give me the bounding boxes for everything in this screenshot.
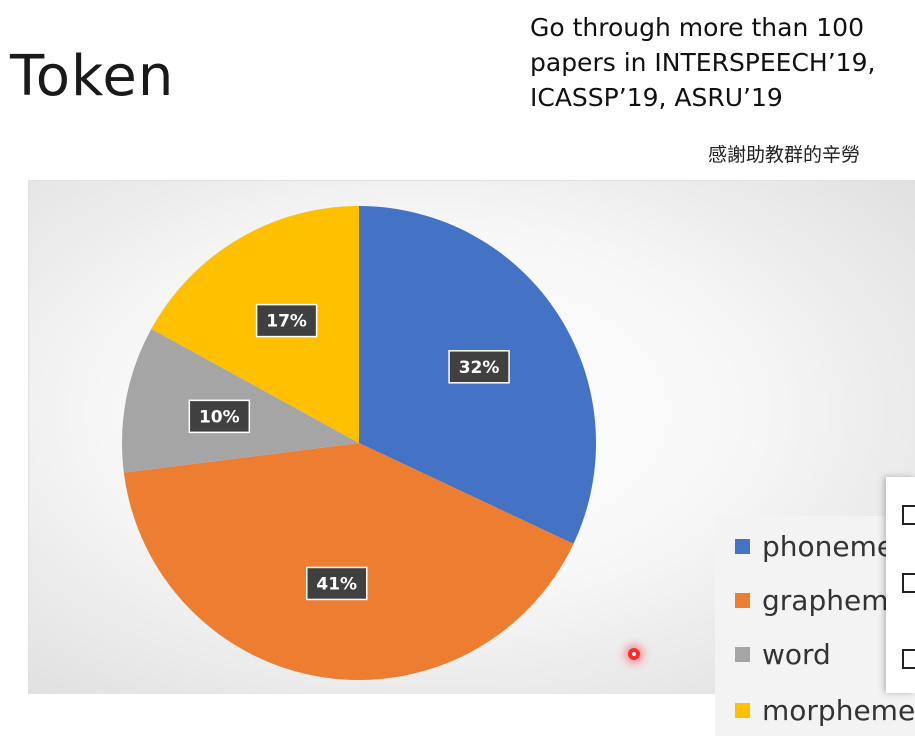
legend-swatch-word bbox=[735, 646, 750, 662]
legend-swatch-grapheme bbox=[735, 592, 750, 608]
subtitle-line: ICASSP’19, ASRU’19 bbox=[530, 83, 783, 112]
data-label-text: 32% bbox=[459, 358, 500, 378]
legend-item-morpheme: morpheme bbox=[735, 690, 915, 730]
slide-title: Token bbox=[10, 44, 175, 109]
data-label-word: 10% bbox=[188, 399, 251, 434]
data-label-grapheme: 41% bbox=[306, 566, 368, 601]
legend-label: phoneme bbox=[762, 529, 895, 563]
laser-pointer-dot bbox=[628, 648, 640, 660]
legend-label: grapheme bbox=[762, 583, 906, 617]
slide-subtitle: Go through more than 100 papers in INTER… bbox=[530, 10, 915, 115]
data-label-text: 17% bbox=[266, 312, 307, 332]
data-label-box bbox=[448, 350, 510, 384]
data-label-box bbox=[255, 303, 318, 338]
legend-item-word: word bbox=[735, 634, 831, 674]
slide-icon[interactable] bbox=[902, 505, 915, 525]
data-label-phoneme: 32% bbox=[448, 350, 510, 384]
legend-item-phoneme: phoneme bbox=[735, 526, 894, 566]
data-label-morpheme: 17% bbox=[255, 303, 318, 338]
pie-slice-grapheme bbox=[123, 443, 574, 680]
comment-icon[interactable] bbox=[902, 649, 915, 669]
thanks-note: 感謝助教群的辛勞 bbox=[708, 144, 861, 166]
chart-area: 32% 41% 10% 17% phoneme grapheme word morph… bbox=[28, 180, 915, 736]
data-label-text: 41% bbox=[316, 574, 357, 594]
legend-label: morpheme bbox=[762, 693, 915, 727]
subtitle-line: papers in INTERSPEECH’19, bbox=[530, 48, 876, 77]
side-toolbar bbox=[886, 477, 915, 693]
legend-swatch-phoneme bbox=[735, 538, 750, 554]
subtitle-line: Go through more than 100 bbox=[530, 13, 864, 42]
legend-item-grapheme: grapheme bbox=[735, 580, 906, 620]
data-label-text: 10% bbox=[199, 407, 240, 427]
data-label-box bbox=[188, 399, 251, 434]
notes-icon[interactable] bbox=[902, 573, 915, 593]
pie-chart: 32% 41% 10% 17% bbox=[121, 206, 596, 680]
legend-swatch-morpheme bbox=[735, 702, 750, 718]
data-label-box bbox=[306, 566, 368, 601]
chart-legend: phoneme grapheme word morpheme bbox=[715, 516, 915, 736]
legend-label: word bbox=[762, 637, 831, 671]
pie-slice-morpheme bbox=[151, 206, 359, 443]
